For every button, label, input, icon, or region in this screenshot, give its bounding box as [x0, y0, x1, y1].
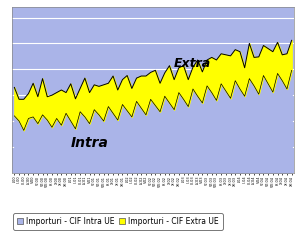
Text: Extra: Extra [174, 57, 211, 70]
Legend: Importuri - CIF Intra UE, Importuri - CIF Extra UE: Importuri - CIF Intra UE, Importuri - CI… [13, 213, 223, 230]
Text: Intra: Intra [71, 136, 109, 150]
